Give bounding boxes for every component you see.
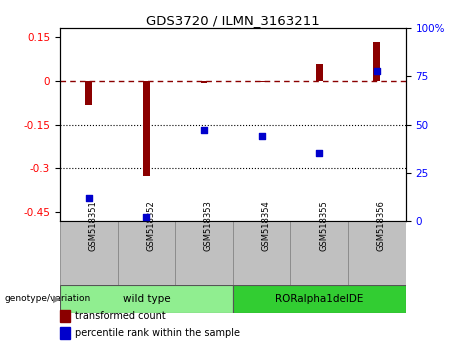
Text: percentile rank within the sample: percentile rank within the sample [76, 328, 241, 338]
Text: GSM518351: GSM518351 [89, 200, 98, 251]
Bar [143, 81, 150, 176]
Point [315, 150, 323, 156]
Text: wild type: wild type [123, 294, 170, 304]
Bar [175, 221, 233, 285]
Text: transformed count: transformed count [76, 312, 166, 321]
Bar [348, 221, 406, 285]
Bar [373, 42, 380, 81]
Point [258, 133, 266, 139]
Text: GSM518352: GSM518352 [146, 200, 155, 251]
Bar [85, 81, 92, 105]
Title: GDS3720 / ILMN_3163211: GDS3720 / ILMN_3163211 [146, 14, 319, 27]
Text: GSM518356: GSM518356 [377, 200, 386, 251]
Bar [258, 81, 265, 82]
Bar [60, 310, 70, 322]
Text: genotype/variation: genotype/variation [5, 294, 91, 303]
Text: RORalpha1delDE: RORalpha1delDE [275, 294, 363, 304]
Bar [60, 285, 233, 313]
Text: GSM518355: GSM518355 [319, 200, 328, 251]
Text: GSM518353: GSM518353 [204, 200, 213, 251]
Point [373, 68, 381, 74]
Bar [60, 327, 70, 339]
Bar [233, 285, 406, 313]
Point [85, 195, 92, 200]
Bar [290, 221, 348, 285]
Bar [118, 221, 175, 285]
Text: GSM518354: GSM518354 [262, 200, 271, 251]
Point [200, 127, 207, 133]
Bar [316, 64, 323, 81]
Bar [201, 81, 207, 83]
Text: ▶: ▶ [53, 294, 60, 304]
Bar [60, 221, 118, 285]
Bar [233, 221, 290, 285]
Point [142, 214, 150, 220]
